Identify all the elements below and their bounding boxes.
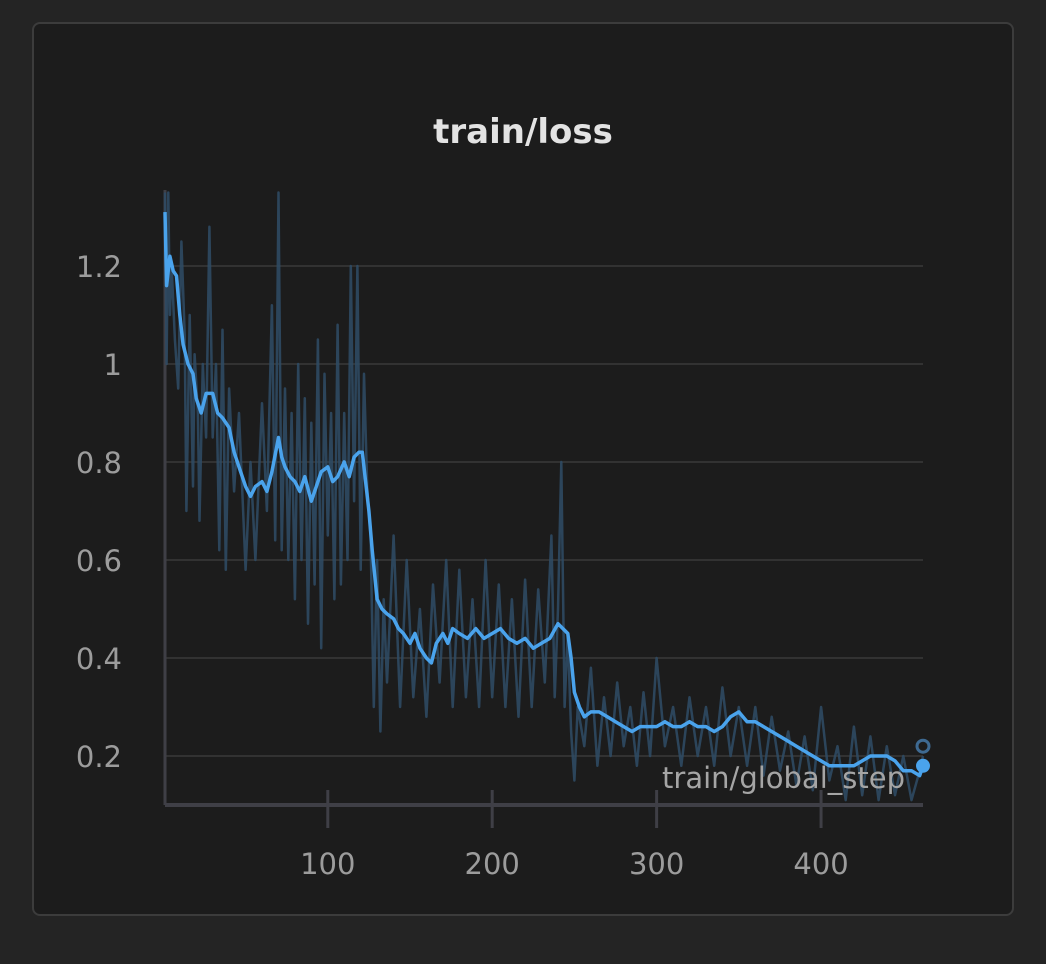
y-tick-label: 0.2 bbox=[76, 740, 122, 774]
x-tick-label: 400 bbox=[793, 847, 848, 881]
y-tick-label: 1 bbox=[104, 348, 122, 382]
raw-end-marker bbox=[915, 738, 931, 754]
tick-labels: 0.2 0.4 0.6 0.8 1 1.2 100 200 300 400 bbox=[76, 250, 849, 881]
x-tick-label: 200 bbox=[465, 847, 520, 881]
y-tick-label: 1.2 bbox=[76, 250, 122, 284]
x-axis-label: train/global_step bbox=[662, 761, 905, 795]
x-tick-label: 300 bbox=[629, 847, 684, 881]
y-tick-label: 0.4 bbox=[76, 642, 122, 676]
grid bbox=[165, 265, 923, 757]
y-tick-label: 0.6 bbox=[76, 544, 122, 578]
raw-loss-line bbox=[163, 191, 925, 802]
chart-title: train/loss bbox=[433, 112, 613, 152]
y-tick-label: 0.8 bbox=[76, 446, 122, 480]
x-tick-label: 100 bbox=[300, 847, 355, 881]
smoothed-end-marker bbox=[916, 758, 930, 773]
end-markers bbox=[915, 738, 931, 773]
plot-area bbox=[163, 191, 925, 802]
smoothed-loss-line bbox=[163, 212, 925, 778]
